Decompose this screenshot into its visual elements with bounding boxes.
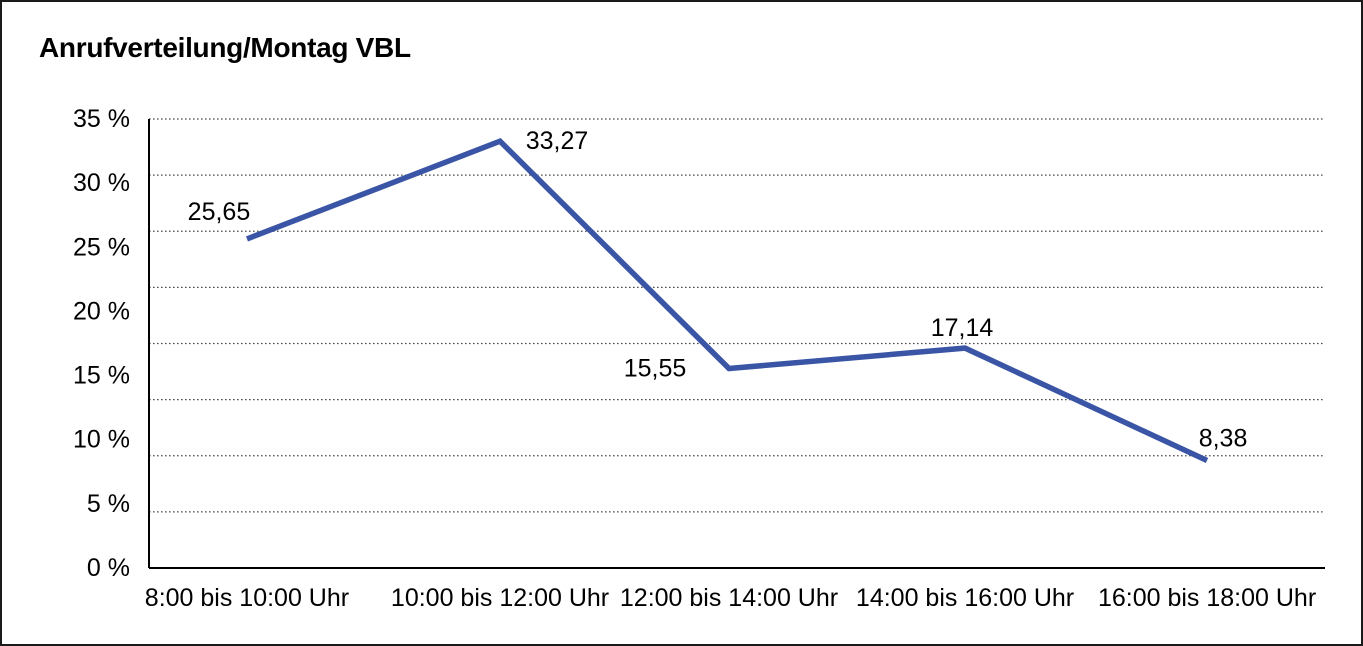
x-axis-tick-label: 8:00 bis 10:00 Uhr <box>145 584 349 612</box>
series-line <box>246 137 1209 463</box>
y-axis-tick-label: 30 % <box>73 169 130 197</box>
y-axis-tick-label: 10 % <box>73 426 130 454</box>
y-axis-tick-label: 20 % <box>73 297 130 325</box>
y-axis-tick-label: 0 % <box>87 554 130 582</box>
chart-title: Anrufverteilung/Montag VBL <box>39 32 411 63</box>
x-axis-tick-label: 10:00 bis 12:00 Uhr <box>391 584 609 612</box>
x-axis-tick-label: 16:00 bis 18:00 Uhr <box>1098 584 1316 612</box>
data-label: 8,38 <box>1199 424 1248 452</box>
x-axis-tick-label: 14:00 bis 16:00 Uhr <box>856 584 1074 612</box>
data-label: 15,55 <box>624 355 687 383</box>
x-axis-tick-label: 12:00 bis 14:00 Uhr <box>620 584 838 612</box>
y-axis-tick-label: 5 % <box>87 490 130 518</box>
y-axis-tick-label: 35 % <box>73 105 130 133</box>
data-label: 17,14 <box>931 314 994 342</box>
data-label: 25,65 <box>188 198 251 226</box>
y-axis-tick-label: 25 % <box>73 233 130 261</box>
y-axis-tick-label: 15 % <box>73 362 130 390</box>
data-label: 33,27 <box>526 127 589 155</box>
